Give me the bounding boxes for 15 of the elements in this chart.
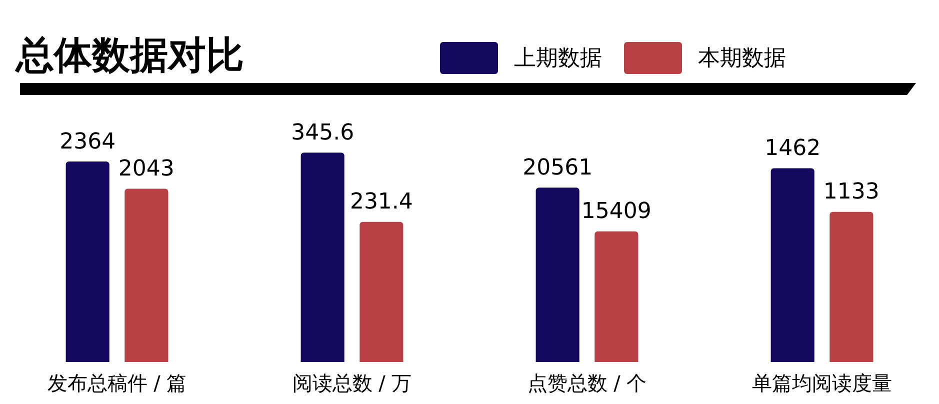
legend-label: 上期数据: [514, 45, 602, 73]
data-label: 2043: [118, 156, 174, 182]
x-tick-label: 发布总稿件 / 篇: [47, 371, 187, 396]
data-label: 345.6: [291, 120, 354, 146]
data-label: 1133: [823, 180, 880, 205]
data-label: 20561: [522, 155, 593, 180]
legend-label: 本期数据: [698, 45, 786, 73]
data-label: 2364: [60, 129, 116, 154]
chart-title: 总体数据对比: [16, 32, 244, 79]
data-label: 1462: [764, 136, 821, 162]
data-label: 15409: [581, 199, 652, 224]
x-tick-label: 点赞总数 / 个: [527, 371, 647, 396]
x-tick-label: 阅读总数 / 万: [292, 371, 412, 396]
data-label: 231.4: [350, 190, 413, 215]
x-tick-label: 单篇均阅读度量: [752, 371, 892, 396]
